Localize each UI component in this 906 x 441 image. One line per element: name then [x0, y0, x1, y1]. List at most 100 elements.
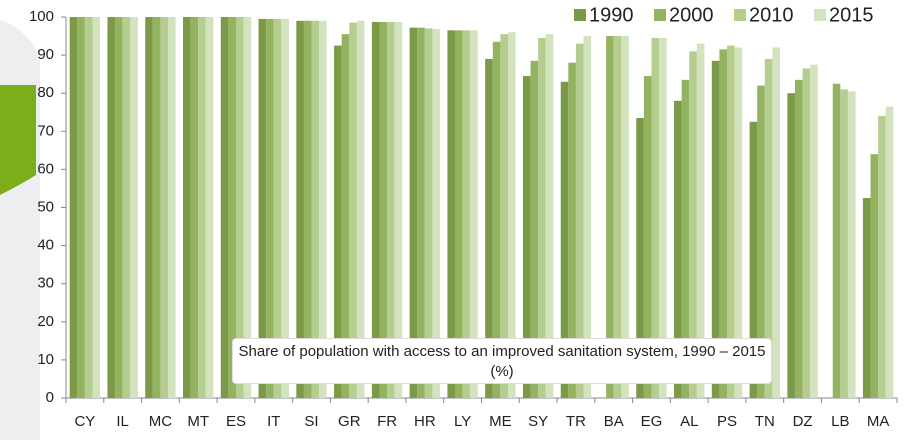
bar — [371, 21, 380, 398]
y-tick-label: 80 — [37, 84, 54, 101]
bar — [235, 17, 244, 398]
y-tick-label: 60 — [37, 160, 54, 177]
legend-label: 2000 — [669, 4, 714, 26]
annotation: Share of population with access to an im… — [232, 338, 772, 384]
legend-label: 1990 — [589, 4, 634, 26]
bar — [689, 51, 697, 398]
bar — [183, 17, 191, 398]
y-tick-label: 20 — [37, 313, 54, 330]
y-tick-label: 90 — [37, 46, 54, 63]
bar — [266, 18, 274, 399]
bar — [522, 76, 531, 399]
bar — [681, 79, 690, 399]
x-tick-label: EG — [641, 413, 663, 430]
bar — [447, 30, 456, 399]
x-tick-label: MA — [867, 413, 890, 430]
bar — [636, 117, 644, 398]
bar — [613, 36, 622, 399]
bar — [409, 27, 418, 398]
bar — [674, 100, 682, 398]
bar — [757, 85, 765, 398]
bar — [575, 43, 584, 399]
x-tick-label: MC — [149, 413, 172, 430]
bar — [764, 58, 773, 398]
bar — [152, 17, 161, 398]
bar — [334, 45, 342, 398]
legend-swatch — [734, 9, 746, 21]
decoration — [0, 85, 36, 195]
x-tick-label: ES — [226, 413, 246, 430]
bar — [243, 17, 252, 398]
bar — [394, 21, 403, 398]
y-tick-label: 30 — [37, 275, 54, 292]
legend-swatch — [574, 9, 586, 21]
bar — [696, 43, 705, 399]
x-tick-label: TN — [755, 413, 775, 430]
bar — [727, 45, 735, 398]
bar — [168, 17, 176, 398]
legend-label: 2015 — [829, 4, 874, 26]
x-tick-label: SY — [528, 413, 548, 430]
bar — [228, 17, 236, 398]
bar — [719, 49, 728, 398]
bar — [69, 17, 78, 398]
bar — [643, 76, 652, 399]
x-tick-label: GR — [338, 413, 361, 430]
bar — [455, 30, 463, 399]
bar — [115, 17, 123, 398]
y-tick-label: 10 — [37, 351, 54, 368]
bar — [651, 37, 660, 398]
bar — [711, 60, 720, 398]
bar — [659, 37, 667, 398]
bar — [198, 17, 206, 398]
x-tick-label: BA — [604, 413, 624, 430]
x-tick-label: SI — [304, 413, 318, 430]
bar — [349, 22, 357, 399]
bar — [205, 17, 214, 398]
x-tick-label: LB — [831, 413, 849, 430]
y-tick-label: 40 — [37, 237, 54, 254]
y-tick-label: 100 — [29, 8, 54, 25]
bar — [749, 121, 758, 399]
bar — [92, 17, 101, 398]
bar — [470, 30, 478, 399]
bar — [507, 32, 516, 399]
x-tick-label: IT — [267, 413, 280, 430]
bar — [802, 68, 811, 398]
bar — [319, 20, 327, 399]
bar — [583, 36, 592, 399]
y-tick-label: 50 — [37, 198, 54, 215]
bar — [432, 29, 441, 399]
bar — [545, 34, 554, 399]
legend-label: 2010 — [749, 4, 794, 26]
y-tick-label: 0 — [46, 389, 54, 406]
bar — [787, 93, 795, 398]
bar — [356, 20, 365, 399]
bar — [130, 17, 138, 398]
bar — [84, 17, 93, 398]
bar — [462, 30, 471, 399]
legend-swatch — [654, 9, 666, 21]
x-tick-label: DZ — [793, 413, 813, 430]
bar — [190, 17, 199, 398]
x-tick-label: MT — [187, 413, 209, 430]
bar — [810, 64, 818, 398]
bar — [424, 28, 433, 399]
bar — [273, 18, 282, 399]
x-tick-label: LY — [454, 413, 471, 430]
bar — [847, 91, 856, 399]
bar — [341, 34, 350, 399]
bar — [772, 47, 780, 398]
bar — [870, 154, 879, 398]
x-tick-label: TR — [566, 413, 586, 430]
x-tick-label: FR — [377, 413, 397, 430]
bar — [538, 37, 546, 398]
bar — [122, 17, 131, 398]
bar — [621, 36, 629, 399]
bar — [862, 197, 871, 398]
x-tick-label: CY — [74, 413, 95, 430]
x-tick-label: IL — [116, 413, 129, 430]
bar — [145, 17, 153, 398]
